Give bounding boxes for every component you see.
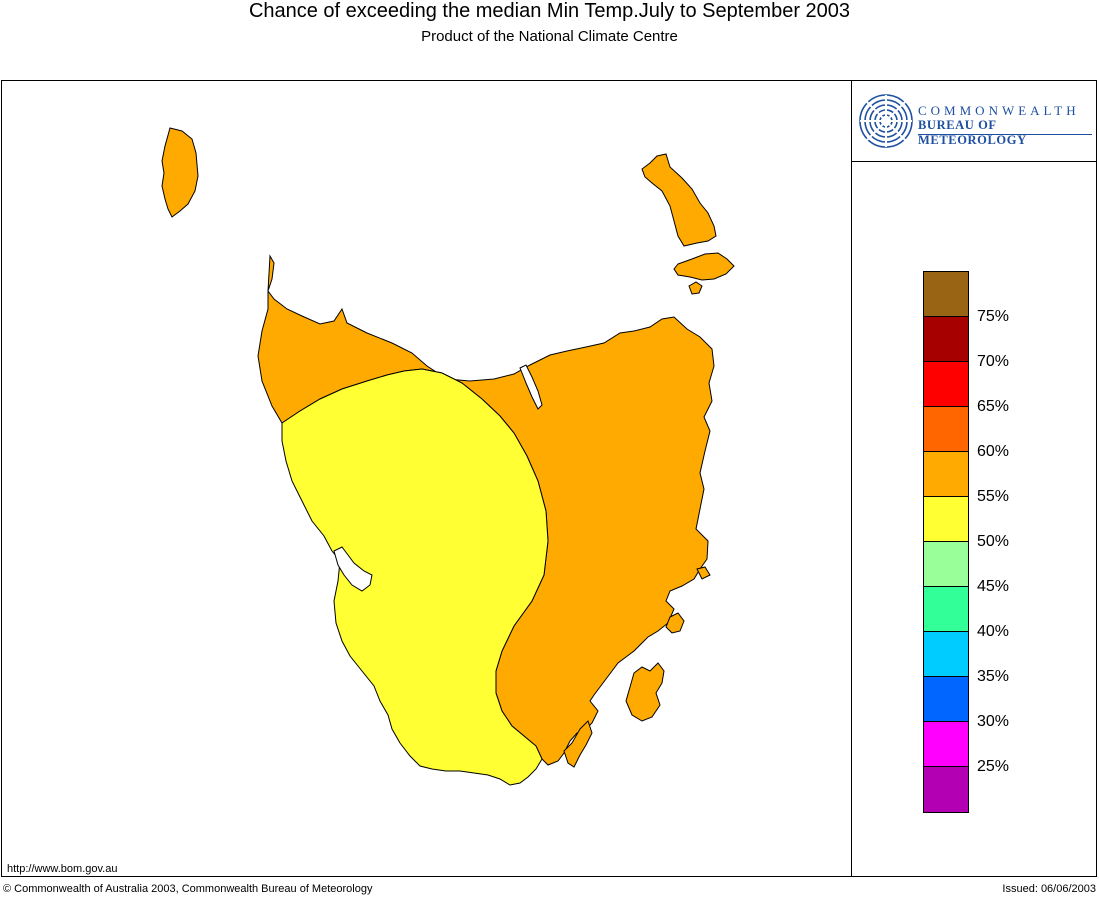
legend-label: 55% (977, 488, 1010, 505)
swirl-logo-icon (859, 94, 913, 148)
legend-swatch (924, 407, 968, 452)
page-title: Chance of exceeding the median Min Temp.… (248, 0, 851, 22)
freycinet-islet (696, 566, 711, 580)
legend-swatch (924, 542, 968, 587)
legend-swatch (924, 677, 968, 722)
king-island (161, 127, 199, 218)
map-panel: http://www.bom.gov.au (2, 81, 852, 876)
logo-text-bureau: BUREAU OF METEOROLOGY (918, 118, 1027, 147)
maria-island (665, 612, 685, 634)
legend-swatch (924, 497, 968, 542)
macquarie-harbour (333, 546, 373, 592)
legend-label: 40% (977, 623, 1010, 640)
tamar-estuary (519, 364, 543, 410)
cape-barren-island (673, 252, 735, 281)
legend-swatch (924, 587, 968, 632)
legend-swatch (924, 767, 968, 812)
tasmania-map (161, 127, 735, 786)
source-url[interactable]: http://www.bom.gov.au (7, 863, 118, 875)
small-island (688, 281, 703, 295)
bom-logo: COMMONWEALTH BUREAU OF METEOROLOGY (852, 81, 1096, 162)
mainland-50-55 (281, 368, 549, 786)
legend-swatch (924, 362, 968, 407)
legend-swatch (924, 722, 968, 767)
legend-label: 35% (977, 668, 1010, 685)
legend-label: 60% (977, 443, 1010, 460)
tasman-peninsula (625, 662, 665, 722)
legend-label: 75% (977, 308, 1010, 325)
legend-label: 30% (977, 713, 1010, 730)
legend-label: 65% (977, 398, 1010, 415)
issued-date: Issued: 06/06/2003 (1002, 883, 1096, 895)
legend-swatch (924, 317, 968, 362)
logo-divider (918, 134, 1092, 135)
legend-label: 70% (977, 353, 1010, 370)
copyright-text: © Commonwealth of Australia 2003, Common… (3, 883, 373, 895)
legend-label: 50% (977, 533, 1010, 550)
figure-frame: http://www.bom.gov.au COMMONWEALT (1, 80, 1097, 877)
legend-swatch (924, 452, 968, 497)
legend-label: 45% (977, 578, 1010, 595)
legend-colorbar (923, 271, 969, 813)
legend-swatch (924, 632, 968, 677)
page-subtitle: Product of the National Climate Centre (421, 28, 678, 45)
logo-text-commonwealth: COMMONWEALTH (918, 103, 1080, 118)
side-panel: COMMONWEALTH BUREAU OF METEOROLOGY 75% 70… (852, 81, 1096, 876)
legend-swatch (924, 272, 968, 317)
bruny-island (563, 720, 593, 768)
legend-label: 25% (977, 758, 1010, 775)
flinders-island (641, 153, 717, 247)
